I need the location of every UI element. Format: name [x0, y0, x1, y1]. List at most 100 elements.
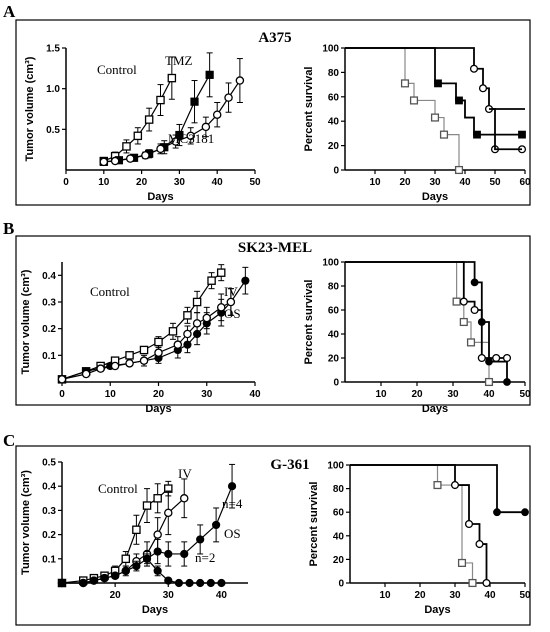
- survival-step-line: [350, 464, 525, 514]
- panel-B: B SK23-MEL 0 10 20 30 40 0.1 0.2 0.3 0.4 Days Tumor …: [3, 219, 531, 415]
- y-tick-label: 0.1: [42, 554, 56, 565]
- x-tick-label: 20: [414, 590, 426, 601]
- x-axis-title: Days: [424, 604, 450, 616]
- x-axis-title: Days: [422, 191, 448, 203]
- series-annotation: Control: [97, 62, 137, 77]
- data-point: [89, 576, 98, 585]
- y-axis-title: Tumor volume (cm³): [20, 470, 32, 575]
- survival-step-line: [345, 261, 507, 359]
- x-tick-label: 20: [411, 389, 423, 400]
- survival-step-line: [345, 47, 460, 170]
- y-tick-label: 80: [333, 484, 345, 495]
- data-point: [144, 115, 154, 124]
- x-tick-label: 20: [110, 590, 122, 601]
- series-annotation: Control: [98, 481, 138, 496]
- data-point: [121, 566, 130, 576]
- data-point: [139, 356, 149, 365]
- data-point: [521, 508, 529, 517]
- panel-title: A375: [258, 30, 291, 46]
- y-tick-label: 0.1: [42, 351, 56, 362]
- data-point: [473, 130, 481, 139]
- panel-letter: B: [3, 219, 14, 238]
- data-point: [186, 131, 195, 141]
- y-axis-title: Percent survival: [308, 482, 320, 567]
- data-point: [206, 578, 215, 588]
- x-tick-label: 10: [379, 590, 391, 601]
- data-point: [241, 276, 250, 285]
- y-axis-title: Tumor volume (cm³): [24, 56, 36, 161]
- panel-frame: [15, 445, 531, 626]
- data-point: [482, 578, 491, 588]
- data-point: [111, 571, 120, 580]
- y-tick-label: 20: [328, 354, 340, 365]
- data-point: [400, 79, 410, 88]
- x-tick-label: 30: [174, 177, 186, 188]
- x-tick-label: 0: [63, 177, 69, 188]
- y-tick-label: 0.3: [42, 506, 56, 517]
- data-point: [216, 268, 226, 277]
- data-point: [469, 64, 479, 73]
- survival-chart: 10 20 30 40 50 0 20 40 60 80 100 Days Percent surviv…: [303, 258, 531, 416]
- series-annotation: IV: [178, 466, 192, 481]
- x-tick-label: 10: [375, 389, 387, 400]
- data-point: [139, 345, 149, 355]
- y-tick-label: 0: [333, 166, 339, 177]
- x-tick-label: 40: [216, 590, 228, 601]
- series-n-4: [57, 463, 237, 588]
- data-point: [132, 561, 141, 571]
- data-point: [164, 508, 173, 518]
- data-point: [99, 157, 109, 167]
- x-axis-title: Days: [422, 403, 448, 415]
- y-tick-label: 40: [328, 117, 340, 128]
- x-tick-label: 10: [369, 177, 381, 188]
- tumor-volume-chart: 0 10 20 30 40 0.1 0.2 0.3 0.4 Days Tumor volume (c…: [20, 262, 261, 415]
- series-annotation: TMZ: [165, 53, 193, 68]
- data-point: [470, 278, 479, 287]
- survival-tmz: [345, 47, 526, 139]
- data-point: [466, 338, 476, 347]
- data-point: [132, 525, 141, 535]
- tumor-volume-chart: 20 30 40 0.1 0.2 0.3 0.4 0.5 Days Tumor volume (c…: [20, 458, 248, 616]
- data-point: [81, 369, 91, 379]
- data-point: [477, 353, 486, 363]
- x-axis-title: Days: [147, 191, 173, 203]
- panel-letter: A: [3, 2, 16, 21]
- data-point: [164, 549, 173, 559]
- data-point: [142, 501, 152, 510]
- y-axis-title: Percent survival: [303, 67, 315, 152]
- tumor-volume-chart: 0 10 20 30 40 50 0.5 1.0 1.5 Days Tumor volume (cm…: [24, 44, 261, 204]
- data-point: [125, 359, 134, 368]
- data-point: [153, 530, 162, 539]
- y-tick-label: 0.2: [42, 530, 56, 541]
- y-tick-label: 100: [327, 461, 344, 472]
- y-tick-label: 0.5: [42, 458, 56, 469]
- panel-frame: [15, 19, 531, 206]
- x-tick-label: 50: [489, 177, 501, 188]
- data-point: [493, 508, 501, 517]
- panel-title: G-361: [270, 457, 309, 473]
- x-tick-label: 30: [429, 177, 441, 188]
- data-point: [459, 317, 468, 327]
- y-tick-label: 1.0: [46, 84, 60, 95]
- x-tick-label: 40: [484, 590, 496, 601]
- data-point: [192, 319, 202, 328]
- x-tick-label: 30: [449, 590, 461, 601]
- series-annotation: IV: [224, 284, 238, 299]
- survival-control: [345, 261, 494, 387]
- data-point: [141, 151, 150, 160]
- data-point: [57, 375, 67, 384]
- data-point: [171, 137, 180, 146]
- panel-letter: C: [3, 431, 15, 450]
- survival-os: [345, 261, 512, 363]
- data-point: [174, 578, 184, 588]
- x-tick-label: 30: [163, 590, 175, 601]
- y-tick-label: 60: [328, 92, 340, 103]
- y-tick-label: 0.3: [42, 298, 56, 309]
- data-point: [227, 482, 237, 491]
- data-point: [122, 142, 131, 151]
- x-tick-label: 40: [249, 389, 261, 400]
- series-n-2: [142, 553, 226, 588]
- data-point: [434, 79, 442, 88]
- data-point: [484, 377, 494, 387]
- y-tick-label: 60: [328, 306, 340, 317]
